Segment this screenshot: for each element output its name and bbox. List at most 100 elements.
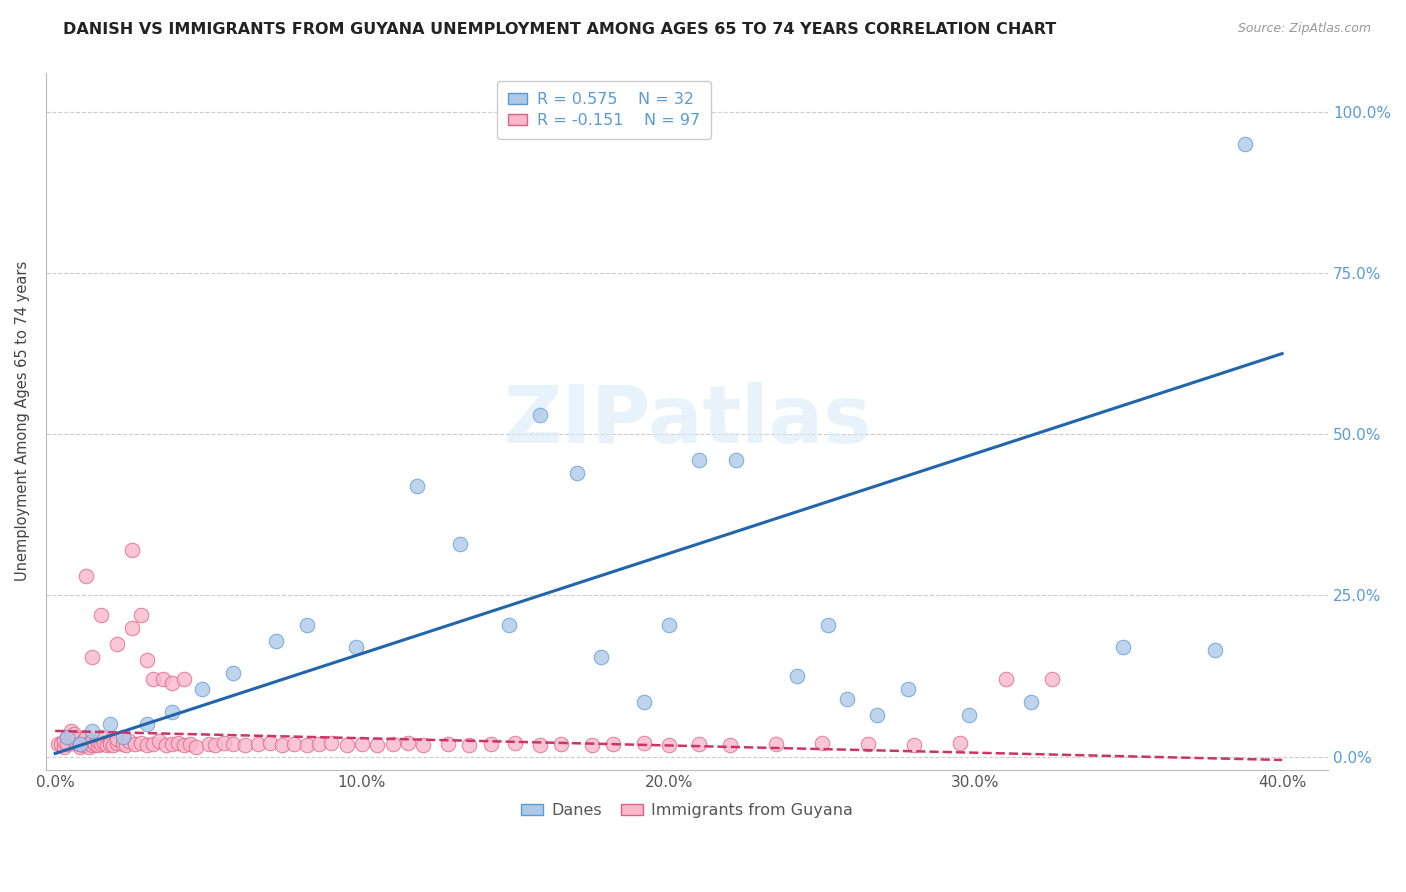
Point bbox=[121, 543, 143, 558]
Point bbox=[90, 607, 112, 622]
Point bbox=[381, 737, 404, 751]
Point bbox=[136, 738, 159, 752]
Point bbox=[264, 633, 287, 648]
Point bbox=[396, 735, 419, 749]
Point bbox=[1019, 695, 1042, 709]
Point bbox=[835, 691, 858, 706]
Point bbox=[436, 737, 458, 751]
Point bbox=[295, 617, 318, 632]
Point bbox=[235, 738, 257, 752]
Point bbox=[498, 617, 520, 632]
Y-axis label: Unemployment Among Ages 65 to 74 years: Unemployment Among Ages 65 to 74 years bbox=[15, 261, 30, 582]
Point bbox=[87, 733, 110, 747]
Point bbox=[811, 735, 834, 749]
Text: ZIPatlas: ZIPatlas bbox=[503, 383, 872, 460]
Point bbox=[479, 737, 502, 751]
Point bbox=[129, 607, 152, 622]
Text: DANISH VS IMMIGRANTS FROM GUYANA UNEMPLOYMENT AMONG AGES 65 TO 74 YEARS CORRELAT: DANISH VS IMMIGRANTS FROM GUYANA UNEMPLO… bbox=[63, 22, 1056, 37]
Point bbox=[1111, 640, 1133, 654]
Point bbox=[124, 737, 146, 751]
Point bbox=[69, 740, 91, 755]
Point bbox=[581, 738, 603, 752]
Point bbox=[1040, 673, 1063, 687]
Point bbox=[87, 738, 110, 752]
Point bbox=[152, 673, 174, 687]
Point bbox=[658, 738, 681, 752]
Point bbox=[529, 408, 551, 422]
Point bbox=[335, 738, 357, 752]
Point bbox=[66, 731, 89, 746]
Point bbox=[72, 733, 94, 747]
Point bbox=[96, 738, 118, 752]
Text: Source: ZipAtlas.com: Source: ZipAtlas.com bbox=[1237, 22, 1371, 36]
Point bbox=[449, 537, 471, 551]
Point bbox=[658, 617, 681, 632]
Point bbox=[179, 737, 201, 751]
Point bbox=[142, 737, 165, 751]
Point bbox=[129, 735, 152, 749]
Point bbox=[136, 653, 159, 667]
Point bbox=[75, 569, 97, 583]
Point bbox=[53, 740, 76, 755]
Point bbox=[786, 669, 808, 683]
Point bbox=[186, 740, 208, 755]
Point bbox=[46, 737, 69, 751]
Point bbox=[59, 723, 82, 738]
Point bbox=[56, 737, 79, 751]
Point bbox=[1234, 136, 1257, 151]
Point bbox=[118, 733, 141, 747]
Point bbox=[72, 738, 94, 752]
Point bbox=[197, 737, 219, 751]
Point bbox=[458, 738, 481, 752]
Point bbox=[105, 735, 128, 749]
Point bbox=[142, 673, 165, 687]
Point bbox=[105, 731, 128, 746]
Point bbox=[148, 733, 170, 747]
Point bbox=[160, 737, 183, 751]
Point bbox=[308, 737, 330, 751]
Point bbox=[77, 735, 100, 749]
Point bbox=[271, 738, 294, 752]
Point bbox=[222, 665, 245, 680]
Point bbox=[173, 673, 195, 687]
Point bbox=[75, 731, 97, 745]
Point bbox=[856, 737, 879, 751]
Point bbox=[204, 738, 226, 752]
Point bbox=[93, 735, 115, 749]
Point bbox=[246, 737, 269, 751]
Point bbox=[80, 723, 103, 738]
Point bbox=[90, 731, 112, 745]
Point bbox=[529, 738, 551, 752]
Point bbox=[56, 731, 79, 745]
Point bbox=[100, 717, 122, 731]
Point bbox=[897, 681, 920, 696]
Point bbox=[111, 737, 134, 751]
Point bbox=[817, 617, 839, 632]
Point bbox=[77, 740, 100, 755]
Point bbox=[688, 737, 710, 751]
Point bbox=[903, 738, 925, 752]
Point bbox=[160, 705, 183, 719]
Point bbox=[59, 731, 82, 745]
Point bbox=[56, 731, 79, 745]
Point bbox=[136, 717, 159, 731]
Point bbox=[725, 453, 748, 467]
Point bbox=[69, 737, 91, 751]
Point bbox=[406, 479, 429, 493]
Point bbox=[949, 735, 972, 749]
Point bbox=[765, 737, 787, 751]
Point bbox=[111, 731, 134, 745]
Point bbox=[602, 737, 624, 751]
Point bbox=[75, 737, 97, 751]
Point bbox=[591, 649, 613, 664]
Point bbox=[90, 737, 112, 751]
Point bbox=[51, 737, 73, 751]
Point bbox=[633, 735, 655, 749]
Point bbox=[66, 737, 89, 751]
Point bbox=[80, 738, 103, 752]
Point bbox=[565, 466, 588, 480]
Point bbox=[155, 738, 177, 752]
Point bbox=[84, 737, 107, 751]
Point bbox=[53, 733, 76, 747]
Point bbox=[283, 737, 305, 751]
